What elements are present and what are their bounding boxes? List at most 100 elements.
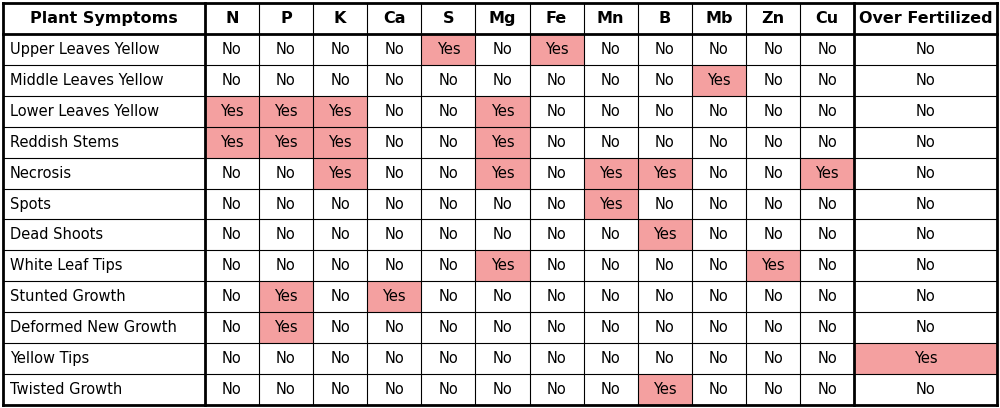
- Text: No: No: [916, 320, 936, 335]
- Text: Plant Symptoms: Plant Symptoms: [30, 11, 178, 26]
- Text: No: No: [655, 351, 675, 366]
- Bar: [421, 312, 475, 343]
- Bar: [313, 96, 367, 127]
- Bar: [205, 312, 259, 343]
- Bar: [638, 34, 692, 65]
- Text: No: No: [222, 42, 242, 57]
- Bar: [205, 157, 259, 188]
- Bar: [746, 312, 800, 343]
- Bar: [854, 374, 997, 405]
- Bar: [584, 65, 638, 96]
- Bar: [854, 188, 997, 220]
- Text: No: No: [438, 258, 458, 273]
- Text: No: No: [438, 289, 458, 304]
- Text: No: No: [709, 104, 729, 119]
- Text: No: No: [709, 227, 729, 242]
- Text: Zn: Zn: [762, 11, 785, 26]
- Text: Yes: Yes: [491, 258, 514, 273]
- Text: No: No: [547, 197, 566, 211]
- Text: No: No: [222, 227, 242, 242]
- Text: No: No: [276, 42, 296, 57]
- Text: Necrosis: Necrosis: [10, 166, 72, 181]
- Text: No: No: [709, 258, 729, 273]
- Text: No: No: [817, 351, 837, 366]
- Bar: [584, 281, 638, 312]
- Text: Yes: Yes: [274, 320, 298, 335]
- Bar: [692, 65, 746, 96]
- Text: Ca: Ca: [383, 11, 405, 26]
- Bar: [584, 96, 638, 127]
- Bar: [800, 374, 854, 405]
- Bar: [475, 127, 530, 157]
- Text: No: No: [222, 382, 242, 397]
- Text: Stunted Growth: Stunted Growth: [10, 289, 126, 304]
- Bar: [800, 96, 854, 127]
- Text: No: No: [817, 73, 837, 88]
- Text: Upper Leaves Yellow: Upper Leaves Yellow: [10, 42, 160, 57]
- Text: No: No: [222, 351, 242, 366]
- Bar: [692, 343, 746, 374]
- Bar: [530, 34, 584, 65]
- Bar: [205, 34, 259, 65]
- Text: Mg: Mg: [489, 11, 516, 26]
- Text: No: No: [601, 42, 621, 57]
- Text: No: No: [276, 197, 296, 211]
- Text: No: No: [655, 320, 675, 335]
- Text: No: No: [601, 227, 621, 242]
- Text: No: No: [276, 351, 296, 366]
- Text: Mn: Mn: [597, 11, 624, 26]
- Bar: [3, 188, 205, 220]
- Bar: [530, 281, 584, 312]
- Bar: [638, 157, 692, 188]
- Text: Over Fertilized: Over Fertilized: [859, 11, 992, 26]
- Text: No: No: [493, 227, 512, 242]
- Bar: [421, 188, 475, 220]
- Text: No: No: [438, 197, 458, 211]
- Bar: [367, 343, 421, 374]
- Bar: [421, 251, 475, 281]
- Text: No: No: [384, 351, 404, 366]
- Text: No: No: [763, 104, 783, 119]
- Text: No: No: [916, 227, 936, 242]
- Bar: [854, 281, 997, 312]
- Bar: [259, 34, 313, 65]
- Text: No: No: [655, 135, 675, 150]
- Text: B: B: [659, 11, 671, 26]
- Bar: [692, 127, 746, 157]
- Bar: [313, 281, 367, 312]
- Bar: [800, 157, 854, 188]
- Bar: [638, 220, 692, 251]
- Text: Yes: Yes: [491, 104, 514, 119]
- Text: No: No: [222, 289, 242, 304]
- Bar: [205, 220, 259, 251]
- Bar: [367, 3, 421, 34]
- Text: No: No: [547, 73, 566, 88]
- Bar: [205, 96, 259, 127]
- Bar: [475, 65, 530, 96]
- Text: No: No: [330, 289, 350, 304]
- Bar: [313, 188, 367, 220]
- Bar: [3, 343, 205, 374]
- Text: No: No: [438, 104, 458, 119]
- Bar: [746, 96, 800, 127]
- Bar: [854, 251, 997, 281]
- Text: Yes: Yes: [653, 166, 677, 181]
- Text: No: No: [763, 351, 783, 366]
- Bar: [313, 343, 367, 374]
- Text: No: No: [916, 289, 936, 304]
- Bar: [800, 251, 854, 281]
- Text: Yes: Yes: [653, 382, 677, 397]
- Bar: [800, 343, 854, 374]
- Bar: [475, 3, 530, 34]
- Bar: [854, 96, 997, 127]
- Bar: [530, 312, 584, 343]
- Bar: [3, 251, 205, 281]
- Bar: [746, 281, 800, 312]
- Bar: [367, 312, 421, 343]
- Bar: [746, 374, 800, 405]
- Text: No: No: [817, 42, 837, 57]
- Text: No: No: [493, 73, 512, 88]
- Text: No: No: [763, 382, 783, 397]
- Bar: [638, 312, 692, 343]
- Bar: [367, 65, 421, 96]
